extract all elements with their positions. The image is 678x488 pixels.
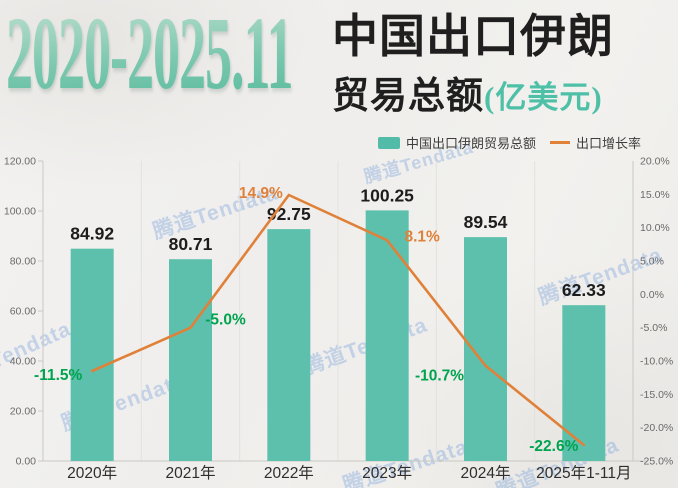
subtitle-text: 贸易总额 xyxy=(332,75,484,117)
left-axis-label: 20.00 xyxy=(10,406,36,418)
right-axis-label: -25.0% xyxy=(640,456,673,468)
x-axis-category-label: 2020年 xyxy=(67,464,117,482)
page-title: 中国出口伊朗 xyxy=(332,11,614,62)
growth-label: 14.9% xyxy=(239,185,283,202)
legend-item-line: 出口增长率 xyxy=(550,133,641,152)
right-axis-label: 5.0% xyxy=(640,256,664,268)
right-axis-label: -15.0% xyxy=(640,389,673,401)
x-axis-category-label: 2024年 xyxy=(461,464,511,482)
x-axis-category-label: 2021年 xyxy=(166,464,216,482)
left-axis-label: 100.00 xyxy=(4,206,36,218)
page-subtitle: 贸易总额(亿美元) xyxy=(332,65,672,119)
right-axis-label: 0.0% xyxy=(640,289,664,301)
bar-2024年 xyxy=(464,237,507,461)
x-axis-category-label: 2022年 xyxy=(264,464,314,482)
left-axis-label: 80.00 xyxy=(10,256,36,268)
right-axis-label: 20.0% xyxy=(640,156,670,168)
chart-legend: 中国出口伊朗贸易总额 出口增长率 xyxy=(378,133,641,152)
bar-2022年 xyxy=(267,229,311,461)
growth-label: -22.6% xyxy=(529,438,578,455)
bar-value-label: 84.92 xyxy=(70,224,114,244)
growth-label: -10.7% xyxy=(415,368,464,385)
line-series-swatch-icon xyxy=(550,141,571,144)
line-series-label: 出口增长率 xyxy=(576,136,642,151)
bar-value-label: 89.54 xyxy=(464,212,508,232)
bar-2020年 xyxy=(70,248,114,461)
bar-series-label: 中国出口伊朗贸易总额 xyxy=(406,136,537,151)
growth-label: -11.5% xyxy=(34,367,82,384)
bar-value-label: 100.25 xyxy=(360,185,414,205)
bar-series-swatch-icon xyxy=(378,136,400,149)
legend-item-bar: 中国出口伊朗贸易总额 xyxy=(378,133,536,152)
right-axis-label: -10.0% xyxy=(640,356,673,368)
right-axis-label: -20.0% xyxy=(640,422,673,434)
date-range-title: 2020-2025.11 xyxy=(6,0,294,111)
right-axis-label: 15.0% xyxy=(640,189,670,201)
left-axis-label: 120.00 xyxy=(4,156,36,168)
growth-label: 8.1% xyxy=(404,228,440,245)
bar-value-label: 62.33 xyxy=(562,280,606,300)
bar-2023年 xyxy=(365,210,409,461)
x-axis-category-label: 2025年1-11月 xyxy=(536,464,631,482)
subtitle-unit: (亿美元) xyxy=(484,79,603,115)
title-block: 中国出口伊朗 贸易总额(亿美元) xyxy=(332,11,672,119)
left-axis-label: 0.00 xyxy=(16,456,37,468)
growth-line xyxy=(90,193,586,447)
left-axis-label: 40.00 xyxy=(10,356,36,368)
growth-label: -5.0% xyxy=(205,312,246,329)
left-axis-label: 60.00 xyxy=(10,306,36,318)
x-axis-category-label: 2023年 xyxy=(362,464,412,482)
right-axis-label: 10.0% xyxy=(640,222,670,234)
right-axis-label: -5.0% xyxy=(640,322,667,334)
bar-2021年 xyxy=(169,259,212,461)
bar-value-label: 80.71 xyxy=(169,234,213,254)
